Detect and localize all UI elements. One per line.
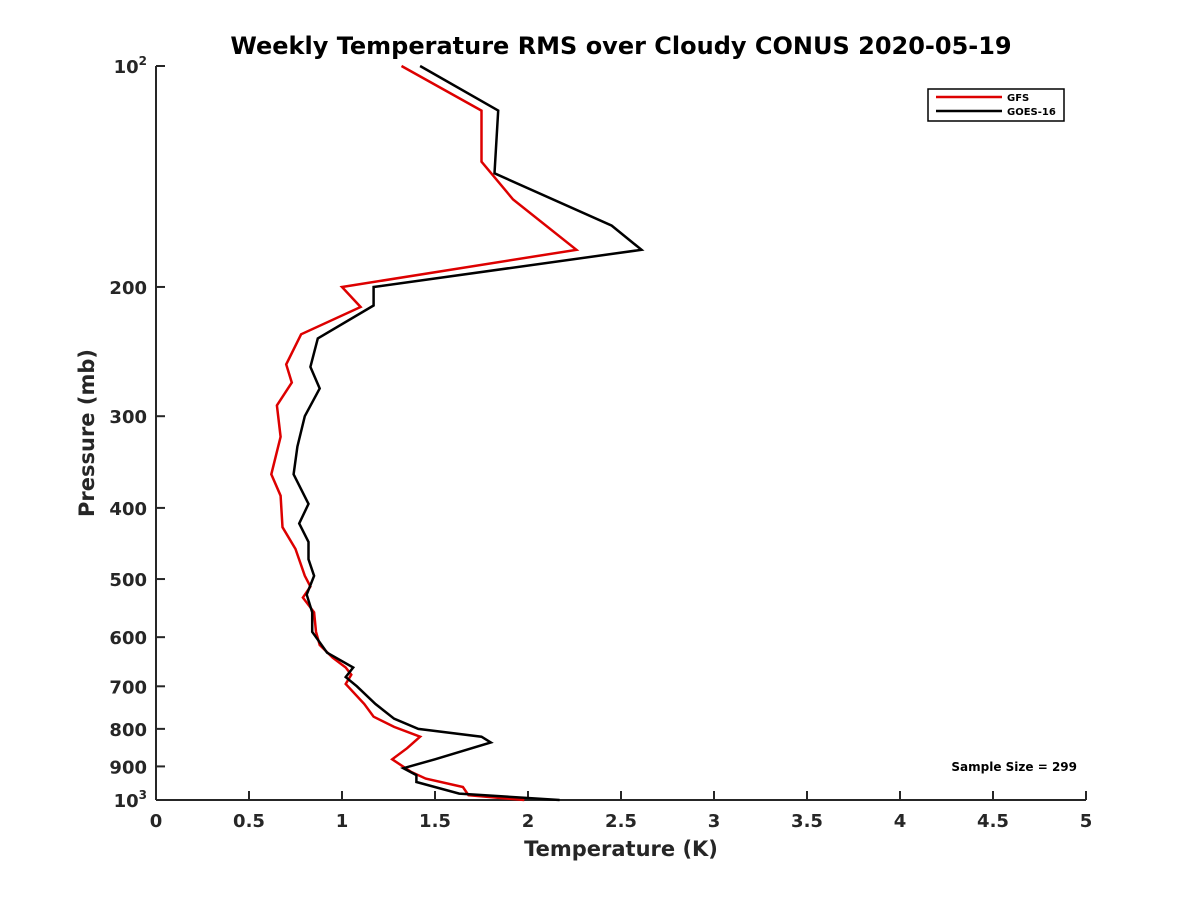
y-tick-label: 900 — [109, 757, 147, 778]
x-tick-label: 1.5 — [419, 811, 451, 832]
series-line-goes16 — [292, 64, 645, 802]
x-tick-label: 1 — [336, 811, 349, 832]
series-layer — [269, 64, 645, 802]
y-tick-label: 500 — [109, 570, 147, 591]
x-tick-label: 3.5 — [791, 811, 823, 832]
x-axis-ticks: 0 0.5 1 1.5 2 2.5 3 3.5 4 4.5 5 — [150, 791, 1093, 832]
x-tick-label: 0 — [150, 811, 163, 832]
legend-label-gfs: GFS — [1007, 93, 1029, 104]
x-tick-label: 4 — [894, 811, 907, 832]
sample-size-annotation: Sample Size = 299 — [951, 760, 1077, 774]
series-line-gfs — [269, 64, 580, 802]
x-tick-label: 2 — [522, 811, 535, 832]
y-tick-label: 300 — [109, 407, 147, 428]
x-tick-label: 4.5 — [977, 811, 1009, 832]
x-tick-label: 3 — [708, 811, 721, 832]
x-tick-label: 5 — [1080, 811, 1093, 832]
x-tick-label: 2.5 — [605, 811, 637, 832]
y-tick-label: 200 — [109, 278, 147, 299]
y-tick-label: 700 — [109, 677, 147, 698]
y-tick-label: 800 — [109, 720, 147, 741]
y-tick-label: 600 — [109, 628, 147, 649]
chart-title: Weekly Temperature RMS over Cloudy CONUS… — [230, 32, 1011, 60]
plot-area: 0 0.5 1 1.5 2 2.5 3 3.5 4 4.5 5 1 0 2 200 300 400 500 600… — [109, 54, 1092, 832]
legend-box — [927, 88, 1065, 122]
x-tick-label: 0.5 — [233, 811, 265, 832]
x-axis-label: Temperature (K) — [524, 837, 718, 861]
legend: GFS GOES-16 — [927, 88, 1065, 122]
y-axis-label: Pressure (mb) — [75, 349, 99, 517]
y-tick-label: 400 — [109, 499, 147, 520]
legend-label-goes16: GOES-16 — [1007, 107, 1056, 118]
